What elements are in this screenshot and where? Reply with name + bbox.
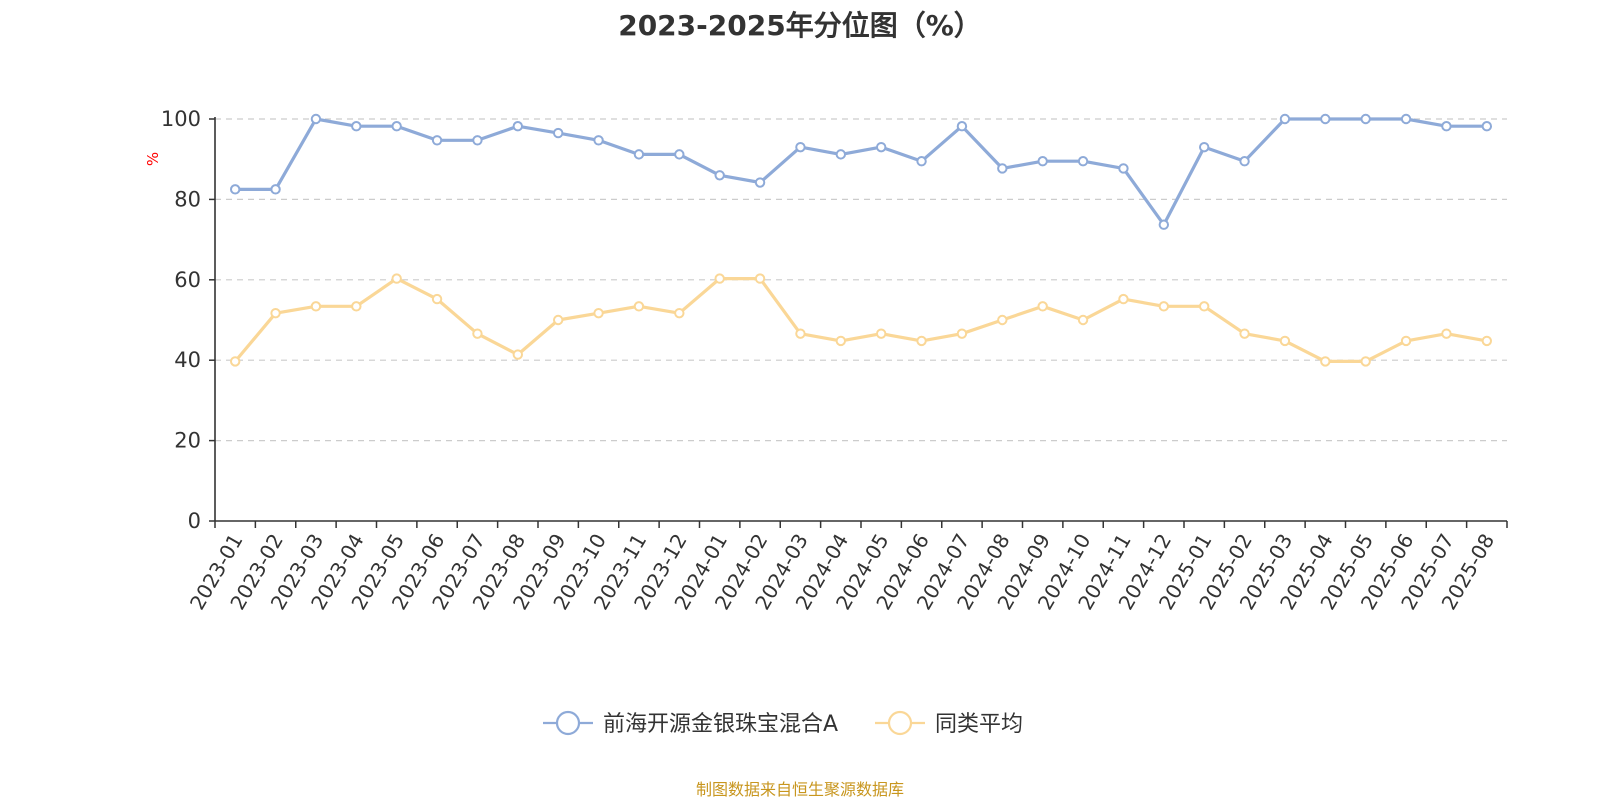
series-lines xyxy=(229,113,1493,367)
legend-marker[interactable] xyxy=(555,710,581,736)
y-tick-label: 20 xyxy=(174,429,201,453)
data-point xyxy=(1239,328,1250,339)
data-point xyxy=(310,301,322,312)
data-point xyxy=(593,135,604,146)
data-point xyxy=(1279,335,1291,347)
data-point xyxy=(1077,314,1089,326)
legend-label[interactable]: 前海开源金银珠宝混合A xyxy=(603,712,838,737)
data-point xyxy=(875,328,887,339)
data-point xyxy=(270,184,281,195)
data-point xyxy=(674,307,685,319)
y-tick-label: 60 xyxy=(174,268,201,292)
data-point xyxy=(552,314,564,326)
series-line-2 xyxy=(233,277,1488,363)
legend-marker[interactable] xyxy=(887,710,913,736)
data-point xyxy=(1400,113,1412,125)
data-point xyxy=(795,141,806,153)
data-point xyxy=(916,156,927,167)
data-point xyxy=(875,141,887,153)
data-point xyxy=(1158,301,1170,312)
data-point xyxy=(956,328,968,339)
data-point xyxy=(391,121,402,132)
data-point xyxy=(229,356,241,367)
data-point xyxy=(956,121,968,132)
y-tick-label: 80 xyxy=(174,187,201,211)
data-point xyxy=(229,184,241,195)
source-note: 制图数据来自恒生聚源数据库 xyxy=(695,780,904,799)
legend[interactable]: 前海开源金银珠宝混合A 同类平均 xyxy=(543,710,1023,737)
y-tick-label: 100 xyxy=(161,107,201,131)
y-tick-label: 40 xyxy=(174,348,201,372)
data-point xyxy=(795,328,806,339)
data-point xyxy=(431,293,443,305)
grid-lines xyxy=(215,118,1507,442)
data-point xyxy=(754,177,766,188)
data-point xyxy=(472,328,483,339)
series-line-1 xyxy=(235,117,1487,227)
data-point xyxy=(1481,335,1493,347)
data-point xyxy=(310,113,322,125)
data-point xyxy=(1320,356,1331,367)
data-point xyxy=(1239,156,1250,167)
data-point xyxy=(835,149,847,160)
data-point xyxy=(512,349,524,360)
data-point xyxy=(916,335,927,347)
data-point xyxy=(1400,335,1412,347)
data-point xyxy=(714,273,725,284)
data-point xyxy=(270,307,281,319)
data-point xyxy=(351,301,362,312)
data-point xyxy=(1118,293,1129,305)
data-point xyxy=(1037,301,1048,312)
data-point xyxy=(674,149,685,160)
data-point xyxy=(1158,219,1170,230)
data-point xyxy=(714,170,725,181)
data-point xyxy=(1279,113,1291,125)
data-point xyxy=(1118,163,1129,174)
data-point xyxy=(997,314,1008,326)
y-tick-label: 0 xyxy=(188,509,201,533)
data-point xyxy=(1481,121,1493,132)
data-point xyxy=(754,273,766,284)
chart-title: 2023-2025年分位图（%） xyxy=(618,9,982,42)
data-point xyxy=(1198,301,1210,312)
data-point xyxy=(1077,156,1089,167)
data-point xyxy=(351,121,362,132)
data-point xyxy=(1441,328,1452,339)
data-point xyxy=(1037,156,1048,167)
data-point xyxy=(431,135,443,146)
data-point xyxy=(391,273,402,284)
data-point xyxy=(472,135,483,146)
data-point xyxy=(1320,113,1331,125)
data-point xyxy=(512,121,524,132)
legend-label[interactable]: 同类平均 xyxy=(935,712,1023,737)
data-point xyxy=(1198,141,1210,153)
data-point xyxy=(593,307,604,319)
data-point xyxy=(552,127,564,139)
data-point xyxy=(997,163,1008,174)
data-point xyxy=(633,301,645,312)
y-axis-unit: % xyxy=(144,152,162,166)
data-point xyxy=(1441,121,1452,132)
data-point xyxy=(1360,113,1371,125)
data-point xyxy=(835,335,847,347)
data-point xyxy=(1360,356,1371,367)
data-point xyxy=(633,149,645,160)
